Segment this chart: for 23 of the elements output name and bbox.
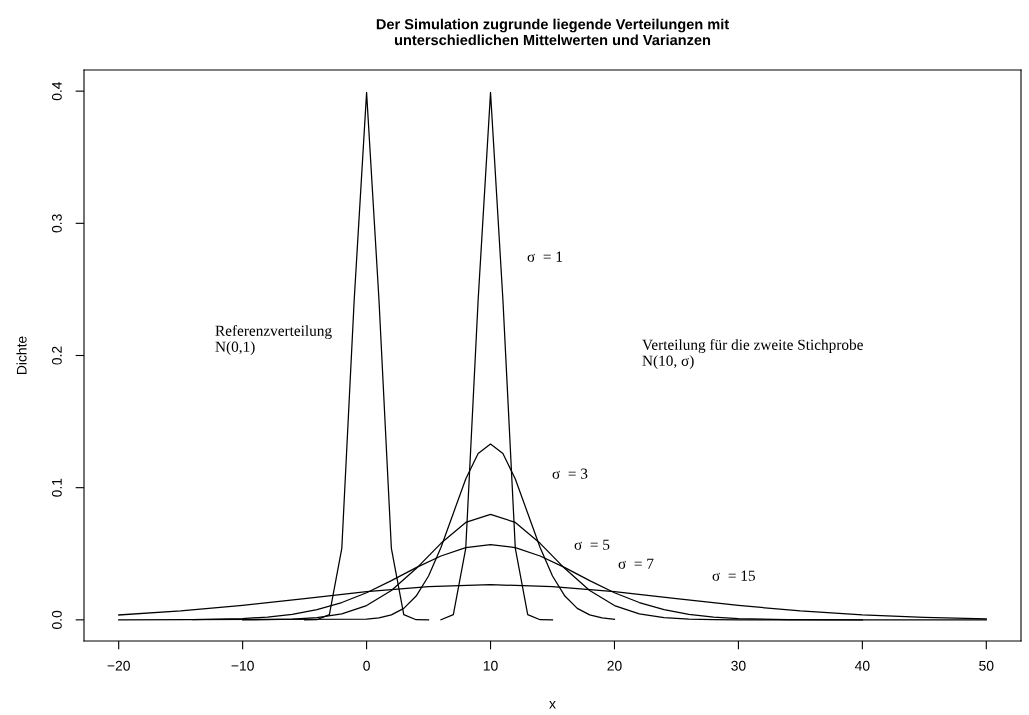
x-tick-label: 50 bbox=[979, 660, 994, 671]
y-tick-label: 0.2 bbox=[51, 346, 62, 365]
x-tick-label: 30 bbox=[731, 660, 746, 671]
chart-title: Der Simulation zugrunde liegende Verteilungen mit unterschiedlichen Mittelwerten und Varianzen bbox=[376, 18, 729, 46]
y-axis-title: Dichte bbox=[16, 336, 27, 375]
annotation: σ = 7 bbox=[618, 558, 654, 569]
annotation: σ = 5 bbox=[574, 539, 610, 550]
x-tick-label: 10 bbox=[483, 660, 498, 671]
x-tick-label: 20 bbox=[607, 660, 622, 671]
x-axis-title: x bbox=[549, 701, 556, 709]
x-tick-label: −10 bbox=[231, 660, 254, 671]
y-tick-label: 0.1 bbox=[51, 478, 62, 497]
x-tick-label: 40 bbox=[854, 660, 870, 671]
annotation: σ = 1 bbox=[527, 251, 563, 262]
annotation: σ = 3 bbox=[552, 468, 588, 479]
annotation: σ = 15 bbox=[712, 570, 755, 581]
y-tick-label: 0.4 bbox=[51, 81, 62, 101]
annotation: Verteilung für die zweite Stichprobe N(10, σ) bbox=[642, 338, 863, 370]
x-tick-label: −20 bbox=[107, 660, 130, 671]
y-tick-label: 0.3 bbox=[51, 214, 62, 233]
x-tick-label: 0 bbox=[363, 660, 370, 671]
y-tick-label: 0.0 bbox=[51, 610, 62, 629]
annotation: Referenzverteilung N(0,1) bbox=[215, 324, 332, 356]
